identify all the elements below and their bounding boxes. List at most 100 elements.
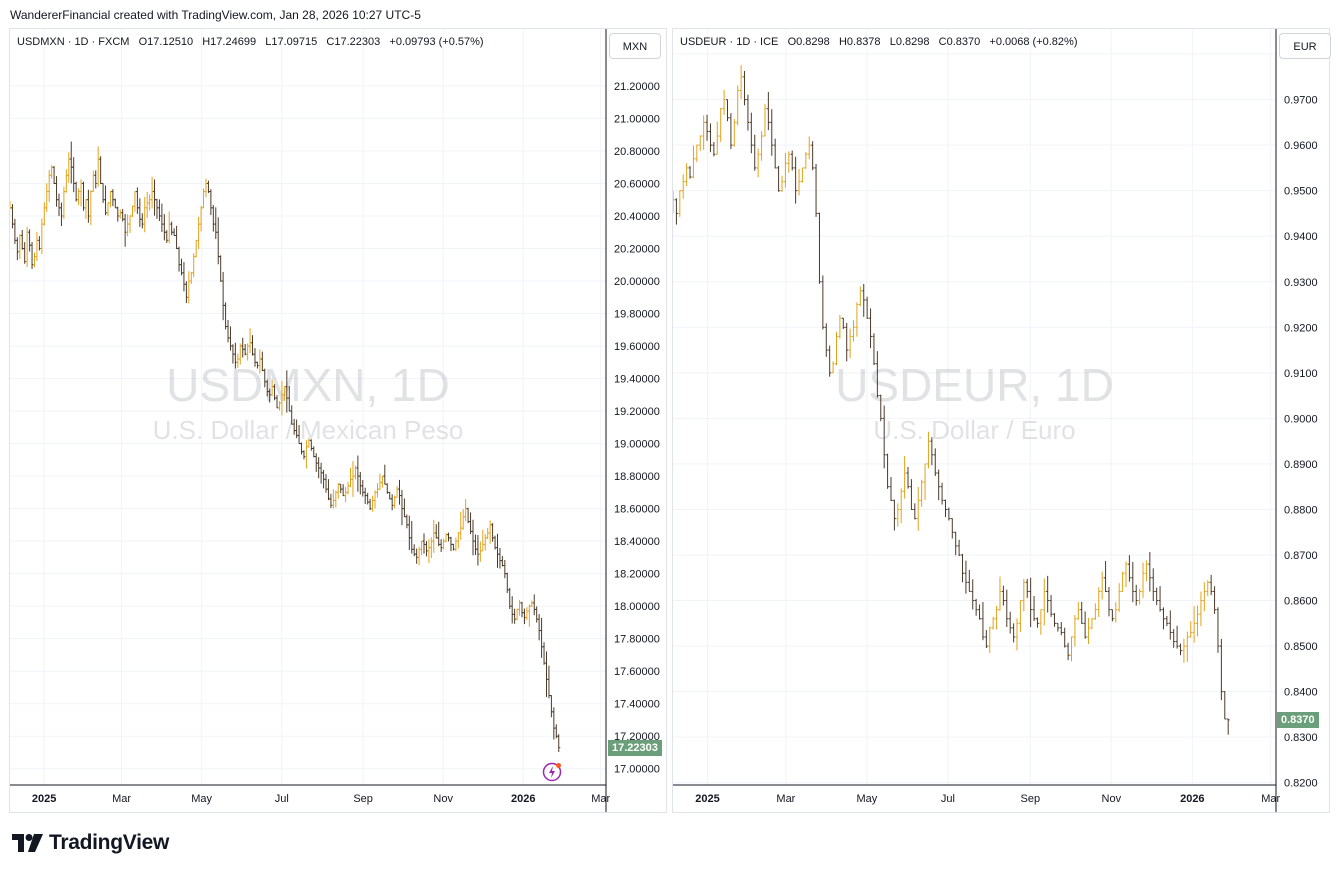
ohlc-bar <box>841 317 845 330</box>
ohlc-bar <box>923 463 927 500</box>
ohlc-bar <box>831 361 835 374</box>
ohlc-bar <box>302 450 306 460</box>
ohlc-bar <box>228 326 232 351</box>
ohlc-bar <box>1012 623 1016 643</box>
x-tick-label: Nov <box>433 793 453 805</box>
ohlc-bar <box>209 189 213 216</box>
ohlc-bar <box>35 231 39 262</box>
y-tick-label: 20.80000 <box>614 146 660 158</box>
ohlc-bar <box>221 271 225 321</box>
ohlc-bar <box>1076 601 1080 620</box>
ohlc-bar <box>214 207 218 239</box>
ohlc-bar <box>1226 718 1230 735</box>
ohlc-bar <box>855 302 859 337</box>
ohlc-close: C17.22303 <box>326 36 381 48</box>
ohlc-bar <box>875 351 879 398</box>
ohlc-bar <box>344 487 348 503</box>
ohlc-bar <box>52 166 56 184</box>
ohlc-bar <box>766 92 770 131</box>
ohlc-bar <box>540 617 544 658</box>
ohlc-bar <box>219 255 223 282</box>
y-tick-label: 21.00000 <box>614 113 660 125</box>
ohlc-bar <box>981 602 985 641</box>
ohlc-bar <box>535 606 539 623</box>
ohlc-bar <box>336 483 340 499</box>
ohlc-bar <box>695 144 699 163</box>
ohlc-bar <box>143 196 147 233</box>
ohlc-bar <box>879 394 883 422</box>
ohlc-bar <box>998 576 1002 611</box>
ohlc-bar <box>950 518 954 539</box>
ohlc-bar <box>896 503 900 527</box>
ohlc-bar <box>712 142 716 157</box>
x-tick-label: 2025 <box>32 793 56 805</box>
tradingview-logo[interactable]: TradingView <box>12 831 169 855</box>
ohlc-bar <box>157 199 161 222</box>
x-tick-label: 2025 <box>695 793 719 805</box>
ohlc-bar <box>165 230 169 243</box>
ohlc-bar <box>398 479 402 505</box>
ohlc-bars <box>10 141 561 753</box>
ohlc-bar <box>498 547 502 569</box>
ohlc-bar <box>702 115 706 150</box>
ohlc-bar <box>1066 642 1070 661</box>
ohlc-bar <box>189 271 193 284</box>
ohlc-bar <box>74 181 78 202</box>
ohlc-bar <box>736 85 740 126</box>
ohlc-bar <box>491 523 495 542</box>
ohlc-bar <box>800 167 804 183</box>
ohlc-bar <box>1042 578 1046 626</box>
y-tick-label: 18.20000 <box>614 569 660 581</box>
ohlc-bar <box>1219 638 1223 701</box>
chart-panel-usdeur[interactable]: USDEUR, 1D U.S. Dollar / Euro 0.8200 0.8300… <box>672 28 1331 813</box>
ohlc-bar <box>858 286 862 307</box>
ohlc-bar <box>402 498 406 518</box>
ohlc-bar <box>746 94 750 131</box>
ohlc-bar <box>834 331 838 366</box>
y-tick-label: 0.8500 <box>1284 641 1318 653</box>
ohlc-bar <box>1104 561 1108 593</box>
ohlc-bar <box>25 226 29 267</box>
ohlc-bar <box>920 479 924 507</box>
chart-panel-usdmxn[interactable]: USDMXN, 1D U.S. Dollar / Mexican Peso 17.0… <box>9 28 667 813</box>
x-tick-label: Mar <box>776 793 795 805</box>
y-tick-label: 19.00000 <box>614 439 660 451</box>
ohlc-bar <box>1151 568 1155 602</box>
ohlc-bar <box>681 174 685 199</box>
ohlc-bar <box>312 446 316 458</box>
ohlc-bar <box>783 152 787 188</box>
ohlc-bar <box>549 695 553 718</box>
y-tick-label: 0.8400 <box>1284 687 1318 699</box>
chart-svg-usdeur[interactable]: USDEUR, 1D U.S. Dollar / Euro 0.8200 0.8300… <box>673 29 1329 812</box>
ohlc-bar <box>753 134 757 171</box>
ohlc-bar <box>1206 580 1210 597</box>
ohlc-bar <box>324 474 328 493</box>
ohlc-bar <box>1018 600 1022 632</box>
x-tick-label: May <box>191 793 212 805</box>
ohlc-bar <box>1185 631 1189 663</box>
ohlc-bar <box>882 405 886 469</box>
ohlc-bar <box>889 477 893 502</box>
chart-svg-usdmxn[interactable]: USDMXN, 1D U.S. Dollar / Mexican Peso 17.0… <box>10 29 666 812</box>
ohlc-bar <box>341 484 345 497</box>
currency-button[interactable]: EUR <box>1279 33 1331 59</box>
ohlc-bar <box>395 486 399 498</box>
ohlc-bar <box>420 540 424 556</box>
y-tick-label: 20.40000 <box>614 211 660 223</box>
ohlc-bar <box>1175 625 1179 649</box>
ohlc-bar <box>1097 587 1101 617</box>
ohlc-bar <box>481 529 485 552</box>
currency-button[interactable]: MXN <box>609 33 661 59</box>
y-tick-label: 0.8200 <box>1284 778 1318 790</box>
ohlc-bar <box>366 492 370 505</box>
ohlc-bar <box>705 114 709 141</box>
watermark-title: USDEUR, 1D <box>835 359 1114 411</box>
lightning-icon[interactable] <box>542 762 562 782</box>
y-tick-label: 19.80000 <box>614 309 660 321</box>
ohlc-bar <box>719 107 723 142</box>
ohlc-bar <box>380 475 384 488</box>
ohlc-bar <box>739 65 743 100</box>
ohlc-bar <box>1073 614 1077 647</box>
ohlc-bar <box>691 145 695 179</box>
y-tick-label: 18.40000 <box>614 536 660 548</box>
